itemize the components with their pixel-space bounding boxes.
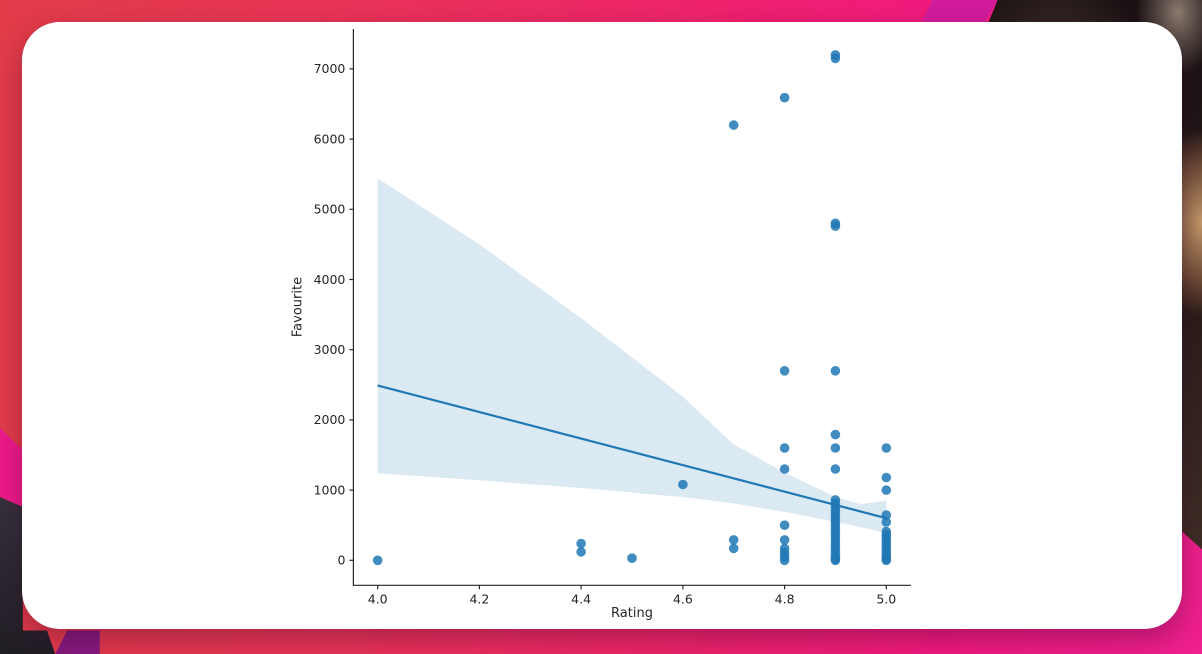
axis-spines <box>352 29 911 586</box>
data-point <box>779 520 790 530</box>
data-point <box>881 510 892 520</box>
data-point <box>830 429 841 440</box>
x-tick-label: 4.4 <box>571 591 591 606</box>
data-point <box>576 547 586 557</box>
data-point <box>830 53 841 64</box>
data-point <box>728 120 739 130</box>
data-point <box>627 553 637 563</box>
data-point <box>779 443 790 453</box>
chart-card: 4.0 4.2 4.4 4.6 4.8 5.0 0 1000 2000 3000 4000 5000 6… <box>22 22 1182 629</box>
data-point <box>881 485 892 495</box>
y-tick-label: 7000 <box>314 61 346 76</box>
data-point <box>728 535 739 545</box>
data-point <box>881 555 892 566</box>
x-axis-label: Rating <box>611 606 653 621</box>
x-tick-label: 4.8 <box>775 591 795 606</box>
y-tick-label: 4000 <box>314 272 346 287</box>
data-point <box>779 92 790 103</box>
scatter-chart: 4.0 4.2 4.4 4.6 4.8 5.0 0 1000 2000 3000 4000 5000 6… <box>314 29 911 606</box>
y-tick-label: 5000 <box>314 202 346 217</box>
data-point <box>881 517 892 527</box>
regression-line <box>377 384 887 520</box>
y-tick-label: 2000 <box>314 412 346 427</box>
y-axis-label: Favourite <box>290 276 306 338</box>
data-point <box>830 221 841 231</box>
data-point <box>881 472 892 483</box>
data-point <box>779 535 790 545</box>
data-point <box>728 543 739 554</box>
y-tick-label: 3000 <box>314 342 346 357</box>
data-point <box>830 443 841 453</box>
y-tick-label: 1000 <box>314 482 346 497</box>
data-point <box>830 464 841 474</box>
x-tick-label: 4.2 <box>469 591 489 606</box>
x-tick-label: 4.6 <box>673 591 693 606</box>
data-point <box>779 555 790 566</box>
confidence-band <box>377 178 887 533</box>
data-point <box>830 555 841 566</box>
data-point <box>830 366 841 376</box>
data-point <box>881 443 892 453</box>
data-point <box>678 479 688 490</box>
y-tick-label: 0 <box>337 553 345 568</box>
x-tick-label: 4.0 <box>368 591 388 606</box>
data-point <box>779 464 790 474</box>
y-tick-label: 6000 <box>314 131 346 146</box>
data-point <box>576 538 586 549</box>
data-point <box>372 555 383 566</box>
data-point <box>779 366 790 376</box>
x-tick-label: 5.0 <box>876 591 896 606</box>
